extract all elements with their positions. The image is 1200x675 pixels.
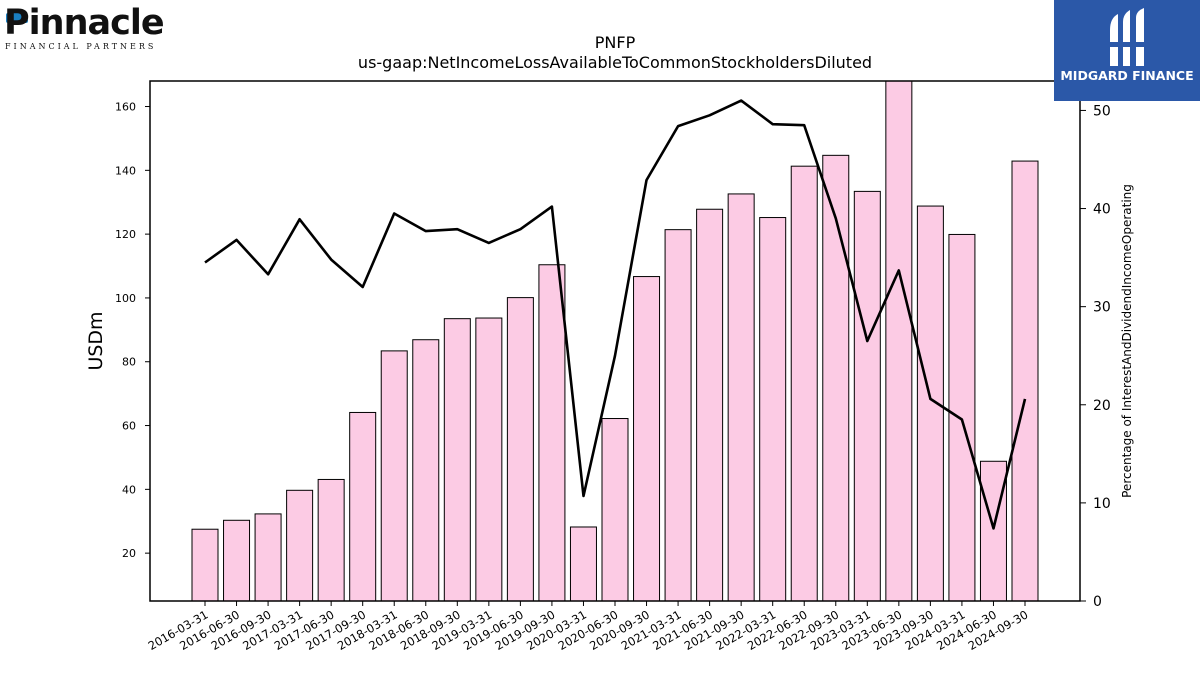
midgard-mark-icon (1110, 8, 1144, 66)
midgard-logo: MIDGARD FINANCE (1054, 0, 1200, 101)
bar (223, 519, 251, 602)
bar (853, 190, 881, 602)
pinnacle-logo: Pinnacle FINANCIAL PARTNERS (4, 3, 165, 54)
chart-subtitle: us-gaap:NetIncomeLossAvailableToCommonSt… (358, 53, 872, 72)
bar (601, 418, 629, 602)
bar (538, 264, 566, 602)
left-tick-label: 80 (122, 356, 136, 369)
bar (317, 478, 345, 602)
logo-brand-text: Pinnacle (4, 3, 165, 43)
right-tick-label: 20 (1093, 398, 1111, 414)
bar-series (191, 80, 1039, 602)
right-axis-label: Percentage of InterestAndDividendIncomeO… (1120, 184, 1134, 498)
left-axis-label: USDm (85, 311, 107, 370)
bar (822, 154, 850, 602)
bar (254, 513, 282, 602)
right-tick-label: 40 (1093, 202, 1111, 218)
bar (790, 165, 818, 602)
right-tick-label: 0 (1093, 594, 1102, 610)
bar (191, 528, 219, 602)
left-tick-label: 100 (115, 292, 136, 305)
bar (696, 208, 724, 602)
left-axis: 20 40 60 80 100 120 140 160 (115, 101, 150, 560)
left-tick-label: 40 (122, 483, 136, 496)
chart-title: PNFP (595, 33, 636, 52)
x-axis: 2016-03-312016-06-302016-09-302017-03-31… (146, 601, 1031, 653)
left-tick-label: 160 (115, 101, 136, 114)
bar (633, 276, 661, 602)
left-tick-label: 140 (115, 164, 136, 177)
bar (759, 217, 787, 602)
left-tick-label: 20 (122, 547, 136, 560)
right-tick-label: 10 (1093, 496, 1111, 512)
bar (727, 193, 755, 602)
bar (569, 526, 597, 602)
bar (286, 489, 314, 602)
logo-swoosh-icon (6, 13, 28, 23)
bar (380, 350, 408, 602)
bar (979, 460, 1007, 602)
bar (948, 233, 976, 602)
bar (475, 317, 503, 602)
bar (349, 411, 377, 602)
left-tick-label: 120 (115, 228, 136, 241)
bar (443, 318, 471, 602)
right-tick-label: 30 (1093, 300, 1111, 316)
left-tick-label: 60 (122, 420, 136, 433)
midgard-brand-text: MIDGARD FINANCE (1060, 68, 1194, 83)
right-axis: 0 10 20 30 40 50 (1080, 103, 1111, 610)
bar (506, 297, 534, 602)
bar (885, 80, 913, 602)
bar (664, 229, 692, 602)
line-series (204, 99, 1027, 530)
bar (1011, 160, 1039, 602)
logo-tagline: FINANCIAL PARTNERS (5, 42, 157, 51)
right-tick-label: 50 (1093, 103, 1111, 119)
bar (412, 339, 440, 602)
line-path (204, 99, 1027, 530)
